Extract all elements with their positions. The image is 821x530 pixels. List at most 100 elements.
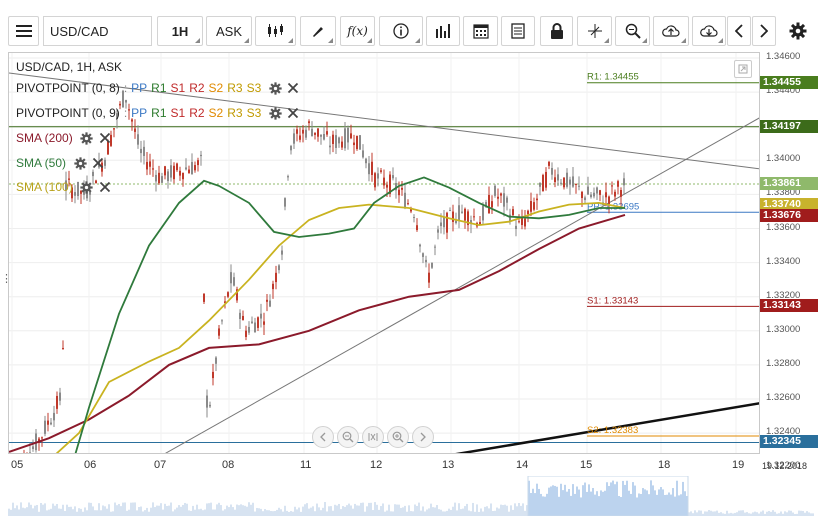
close-icon[interactable] xyxy=(285,105,301,121)
candle-body xyxy=(548,161,550,166)
info-button[interactable] xyxy=(379,16,423,46)
gear-icon[interactable] xyxy=(267,105,283,121)
volume-bar xyxy=(250,504,252,516)
candle-body xyxy=(110,134,112,146)
volume-bar xyxy=(138,507,140,516)
volume-bar xyxy=(702,513,704,516)
nav-zoom-in-button[interactable] xyxy=(387,426,409,448)
level-s3: S3 xyxy=(246,81,262,95)
gear-icon[interactable] xyxy=(267,80,283,96)
price-tick-label: 1.32200 xyxy=(766,460,801,472)
fit-icon xyxy=(368,433,378,441)
draw-tool-button[interactable] xyxy=(300,16,336,46)
settings-button[interactable] xyxy=(784,16,812,46)
candle-body xyxy=(458,205,460,221)
time-tick-label: 08 xyxy=(222,459,235,471)
volume-bar xyxy=(396,504,398,516)
timeframe-select[interactable]: 1H xyxy=(157,16,203,46)
time-tick-label: 13 xyxy=(442,459,455,471)
volume-bar xyxy=(318,507,320,516)
price-tick-label: 1.34000 xyxy=(766,153,801,165)
time-tick-label: 18 xyxy=(658,459,671,471)
volume-bar xyxy=(726,510,728,516)
scroll-left-button[interactable] xyxy=(727,16,751,46)
upload-button[interactable] xyxy=(653,16,689,46)
close-icon[interactable] xyxy=(97,130,113,146)
volume-bar xyxy=(350,505,352,516)
indicator-row-sma-200[interactable]: SMA (200) xyxy=(16,130,113,146)
menu-button[interactable] xyxy=(8,16,39,46)
volume-bar xyxy=(548,487,550,516)
volume-bar xyxy=(328,506,330,516)
volume-bar xyxy=(192,505,194,516)
gear-icon[interactable] xyxy=(79,130,95,146)
candle-body xyxy=(239,312,241,320)
chart-type-button[interactable] xyxy=(255,16,296,46)
volume-bar xyxy=(530,493,532,516)
indicator-row-sma-50[interactable]: SMA (50) xyxy=(16,155,106,171)
candle-body xyxy=(320,134,322,137)
info-icon xyxy=(393,23,409,39)
indicator-row-pivot-9[interactable]: PIVOTPOINT (0, 9) : PP R1 S1 R2 S2 R3 S3 xyxy=(16,105,301,121)
calendar-button[interactable] xyxy=(463,16,498,46)
candle-body xyxy=(575,183,577,185)
candle-body xyxy=(212,371,214,379)
volume-bar xyxy=(116,505,118,516)
candle-body xyxy=(278,265,280,271)
candle-body xyxy=(608,196,610,204)
volume-bar xyxy=(236,504,238,516)
drag-handle-icon[interactable]: ⋮ xyxy=(1,273,12,285)
nav-fit-button[interactable] xyxy=(362,426,384,448)
level-r3: R3 xyxy=(227,81,243,95)
lock-button[interactable] xyxy=(540,16,573,46)
volume-bar xyxy=(580,497,582,516)
indicator-row-pivot-8[interactable]: PIVOTPOINT (0, 8) : PP R1 S1 R2 S2 R3 S3 xyxy=(16,80,301,96)
volume-button[interactable] xyxy=(426,16,460,46)
volume-bar xyxy=(652,485,654,516)
candle-body xyxy=(230,272,232,284)
volume-bar xyxy=(518,502,520,516)
nav-prev-button[interactable] xyxy=(312,426,334,448)
nav-next-button[interactable] xyxy=(412,426,434,448)
scroll-right-button[interactable] xyxy=(752,16,776,46)
close-icon[interactable] xyxy=(90,155,106,171)
gear-icon[interactable] xyxy=(72,155,88,171)
volume-bar xyxy=(440,509,442,516)
volume-bar xyxy=(418,502,420,516)
price-tag: 1.33676 xyxy=(760,208,818,222)
volume-bar xyxy=(272,511,274,516)
volume-bar xyxy=(44,503,46,516)
volume-bar xyxy=(268,510,270,516)
expand-button[interactable] xyxy=(734,60,752,78)
price-chart[interactable]: R1: 1.34455 PP: 1.33695 S1: 1.33143 S2: 1.3… xyxy=(9,53,759,453)
candle-body xyxy=(224,301,226,304)
volume-bar xyxy=(260,508,262,516)
candle-body xyxy=(215,357,217,364)
indicator-row-sma-100[interactable]: SMA (100) xyxy=(16,179,113,195)
volume-bar xyxy=(658,489,660,516)
zoom-button[interactable] xyxy=(615,16,650,46)
volume-bar xyxy=(496,507,498,516)
download-button[interactable] xyxy=(692,16,726,46)
volume-bar xyxy=(356,505,358,516)
volume-bar xyxy=(438,509,440,516)
volume-bar xyxy=(464,506,466,516)
volume-bar xyxy=(290,511,292,516)
gear-icon[interactable] xyxy=(79,179,95,195)
range-selector[interactable] xyxy=(527,476,689,516)
indicators-button[interactable]: f(x) xyxy=(340,16,375,46)
price-axis: 1.346001.344001.342001.340001.338001.336… xyxy=(760,51,818,471)
news-button[interactable] xyxy=(501,16,535,46)
chart-canvas[interactable]: R1: 1.34455 PP: 1.33695 S1: 1.33143 S2: 1.3… xyxy=(8,52,760,454)
volume-bar xyxy=(528,480,530,516)
crosshair-button[interactable] xyxy=(577,16,612,46)
price-type-select[interactable]: ASK xyxy=(206,16,252,46)
nav-zoom-out-button[interactable] xyxy=(337,426,359,448)
volume-bar xyxy=(478,511,480,516)
candle-body xyxy=(389,174,391,194)
candle-body xyxy=(446,212,448,233)
close-icon[interactable] xyxy=(285,80,301,96)
close-icon[interactable] xyxy=(97,179,113,195)
symbol-input[interactable] xyxy=(43,16,152,46)
candle-body xyxy=(305,129,307,138)
